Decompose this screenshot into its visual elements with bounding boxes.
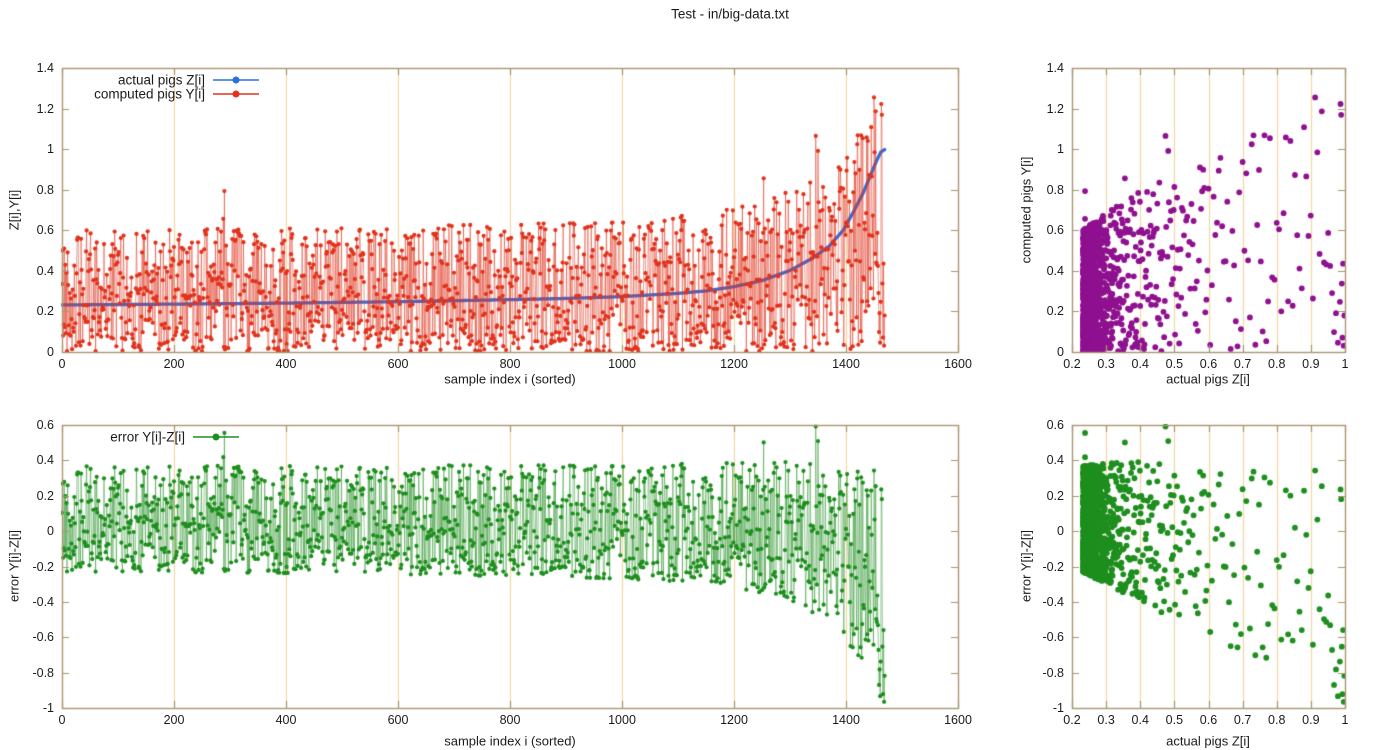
x-tick-label: 0.4	[1131, 356, 1149, 371]
y-tick-label: -0.8	[32, 665, 54, 680]
y-tick-label: 0.4	[1046, 263, 1064, 278]
legend-sample-point	[212, 433, 220, 441]
y-tick-label: 0	[47, 523, 54, 538]
x-axis-label: sample index i (sorted)	[444, 733, 576, 749]
x-tick-label: 0.8	[1268, 356, 1286, 371]
y-tick-label: 0.8	[36, 182, 54, 197]
x-tick-label: 400	[275, 356, 297, 371]
y-tick-label: 0.4	[36, 263, 54, 278]
y-tick-label: 0.6	[36, 223, 54, 238]
x-tick-label: 1600	[944, 712, 972, 727]
x-axis-label: sample index i (sorted)	[444, 371, 576, 387]
y-axis-label: Z[i],Y[i]	[6, 189, 22, 231]
legend-sample-point	[232, 76, 240, 84]
x-tick-label: 200	[163, 712, 185, 727]
x-tick-label: 1400	[832, 712, 860, 727]
y-tick-label: 0.2	[36, 488, 54, 503]
y-axis-label: computed pigs Y[i]	[1018, 156, 1034, 264]
y-tick-label: 0.2	[36, 304, 54, 319]
y-tick-label: 0	[1057, 344, 1064, 359]
y-tick-label: 0.6	[36, 417, 54, 432]
x-tick-label: 400	[275, 712, 297, 727]
y-axis-label: error Y[i]-Z[i]	[1018, 530, 1034, 602]
x-tick-label: 0.5	[1165, 356, 1184, 371]
x-tick-label: 1600	[944, 356, 972, 371]
y-tick-label: 0.8	[1046, 182, 1064, 197]
x-tick-label: 0.2	[1063, 712, 1081, 727]
x-tick-label: 1	[1341, 356, 1349, 371]
x-tick-label: 800	[499, 356, 521, 371]
y-tick-label: 1.4	[36, 60, 54, 75]
x-tick-label: 1000	[608, 712, 636, 727]
x-tick-label: 800	[499, 712, 521, 727]
x-tick-label: 1200	[720, 712, 748, 727]
x-tick-label: 0.6	[1199, 356, 1218, 371]
x-tick-label: 0.7	[1233, 356, 1252, 371]
y-tick-label: 0.6	[1046, 223, 1064, 238]
y-tick-label: 1.2	[36, 101, 54, 116]
y-tick-label: -1	[42, 700, 54, 715]
y-tick-label: 0.2	[1046, 488, 1064, 503]
x-tick-label: 0.9	[1302, 712, 1320, 727]
x-tick-label: 0.5	[1165, 712, 1184, 727]
x-tick-label: 0.6	[1199, 712, 1218, 727]
legend-label: error Y[i]-Z[i]	[110, 429, 185, 445]
x-tick-label: 0.3	[1097, 712, 1115, 727]
legend-label: actual pigs Z[i]	[117, 72, 205, 88]
y-tick-label: 0.4	[36, 453, 54, 468]
x-tick-label: 1200	[720, 356, 748, 371]
x-axis-label: actual pigs Z[i]	[1166, 733, 1250, 749]
y-tick-label: -0.4	[1042, 594, 1064, 609]
x-tick-label: 1000	[608, 356, 636, 371]
y-tick-label: 0	[47, 344, 54, 359]
x-tick-label: 0.4	[1131, 712, 1149, 727]
y-tick-label: 1.4	[1046, 60, 1064, 75]
legend-label: computed pigs Y[i]	[94, 86, 205, 102]
plot-title: Test - in/big-data.txt	[671, 6, 789, 22]
x-tick-label: 1400	[832, 356, 860, 371]
x-tick-label: 0.3	[1097, 356, 1115, 371]
y-tick-label: 0.4	[1046, 453, 1064, 468]
x-tick-label: 0.7	[1233, 712, 1252, 727]
y-tick-label: 1.2	[1046, 101, 1064, 116]
legend-sample-point	[232, 90, 240, 98]
x-tick-label: 1	[1341, 712, 1349, 727]
y-axis-label: error Y[i]-Z[i]	[6, 530, 22, 602]
x-tick-label: 0.9	[1302, 356, 1320, 371]
y-tick-label: 1	[47, 141, 54, 156]
x-tick-label: 0	[58, 712, 66, 727]
x-tick-label: 0	[58, 356, 66, 371]
y-tick-label: -0.2	[32, 559, 54, 574]
y-tick-label: 1	[1057, 141, 1064, 156]
y-tick-label: 0.2	[1046, 304, 1064, 319]
x-tick-label: 0.8	[1268, 712, 1286, 727]
y-tick-label: -0.4	[32, 594, 54, 609]
y-tick-label: -1	[1052, 700, 1064, 715]
y-tick-label: 0	[1057, 523, 1064, 538]
y-tick-label: -0.6	[1042, 630, 1064, 644]
x-tick-label: 200	[163, 356, 185, 371]
x-axis-label: actual pigs Z[i]	[1166, 371, 1250, 387]
x-tick-label: 0.2	[1063, 356, 1081, 371]
x-tick-label: 600	[387, 712, 409, 727]
x-tick-label: 600	[387, 356, 409, 371]
y-tick-label: 0.6	[1046, 417, 1064, 432]
y-tick-label: -0.6	[32, 630, 54, 644]
y-tick-label: -0.2	[1042, 559, 1064, 574]
y-tick-label: -0.8	[1042, 665, 1064, 680]
